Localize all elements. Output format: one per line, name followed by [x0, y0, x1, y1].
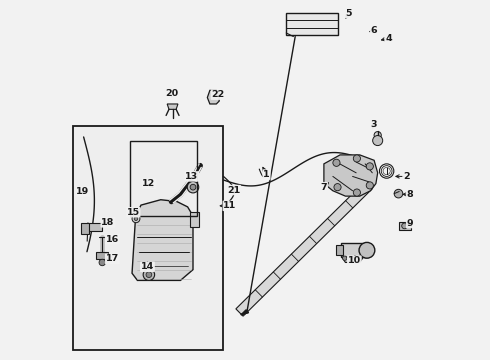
Circle shape [374, 132, 381, 139]
Circle shape [190, 184, 196, 190]
Text: 9: 9 [407, 219, 413, 228]
Bar [191, 212, 199, 226]
Circle shape [358, 256, 362, 260]
Text: 19: 19 [76, 187, 90, 196]
Circle shape [353, 155, 361, 162]
Circle shape [366, 182, 373, 189]
Text: 18: 18 [101, 218, 115, 227]
Bar [286, 13, 338, 35]
Circle shape [333, 159, 340, 166]
Circle shape [359, 242, 375, 258]
Text: 16: 16 [106, 235, 119, 244]
Circle shape [132, 215, 140, 223]
Text: 4: 4 [385, 34, 392, 43]
Text: 15: 15 [126, 208, 140, 217]
Circle shape [394, 189, 403, 198]
Text: 11: 11 [223, 201, 237, 210]
Text: 7: 7 [320, 183, 327, 192]
Polygon shape [342, 257, 364, 262]
Text: 14: 14 [141, 262, 154, 271]
Bar [399, 222, 411, 230]
Text: 12: 12 [142, 179, 155, 188]
Circle shape [143, 269, 155, 280]
Circle shape [187, 181, 199, 193]
Circle shape [146, 272, 152, 278]
Bar [341, 243, 367, 257]
Circle shape [343, 256, 347, 260]
Text: 8: 8 [407, 190, 414, 199]
Text: 5: 5 [346, 9, 352, 18]
Circle shape [402, 223, 408, 229]
Bar [73, 126, 223, 350]
Text: 17: 17 [106, 255, 119, 264]
Polygon shape [236, 181, 372, 316]
Text: 1: 1 [263, 170, 270, 179]
Circle shape [334, 184, 341, 191]
Text: 13: 13 [185, 172, 198, 181]
Circle shape [134, 217, 138, 221]
Circle shape [366, 163, 373, 170]
Bar [96, 252, 108, 259]
Polygon shape [167, 104, 178, 109]
Polygon shape [132, 200, 193, 280]
Circle shape [99, 259, 105, 266]
Polygon shape [324, 155, 378, 196]
Text: 2: 2 [403, 172, 410, 181]
Text: 10: 10 [348, 256, 361, 265]
Bar [88, 224, 101, 231]
Text: 21: 21 [227, 185, 240, 194]
Text: 6: 6 [371, 26, 377, 35]
Polygon shape [242, 310, 248, 315]
Bar [81, 223, 89, 234]
Text: 20: 20 [165, 89, 178, 98]
Text: 22: 22 [212, 90, 225, 99]
Polygon shape [207, 90, 219, 104]
Text: 3: 3 [371, 120, 377, 129]
Bar [337, 245, 343, 255]
Circle shape [373, 135, 383, 145]
Bar [130, 140, 196, 216]
Circle shape [353, 189, 361, 196]
